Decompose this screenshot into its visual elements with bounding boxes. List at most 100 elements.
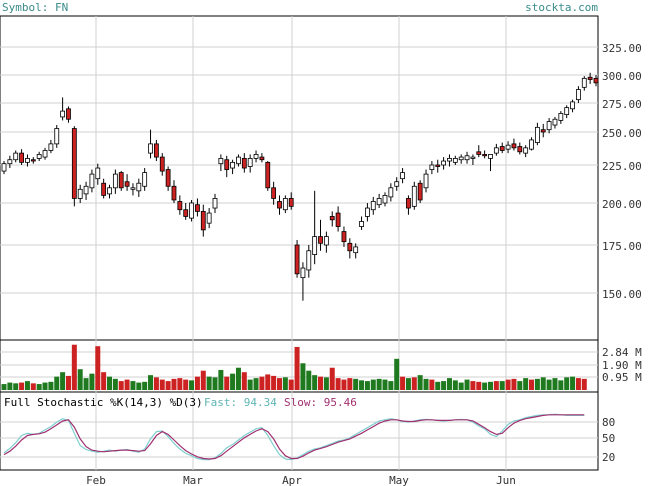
candle-body <box>523 147 529 154</box>
volume-bar <box>394 358 400 390</box>
candle-body <box>265 161 271 189</box>
volume-bar <box>318 376 324 390</box>
candle <box>493 143 499 156</box>
candle <box>376 193 382 209</box>
candle <box>66 106 71 123</box>
candle-body <box>136 182 142 192</box>
candle-body <box>13 152 19 161</box>
price-tick-250: 250.00 <box>602 127 642 140</box>
volume-bar <box>136 382 142 390</box>
volume-bar <box>107 376 113 390</box>
candle <box>277 195 282 215</box>
volume-bar <box>546 379 552 390</box>
volume-bar <box>230 373 236 390</box>
candle-body <box>288 198 294 207</box>
candle <box>382 192 388 207</box>
candle-body <box>200 210 206 231</box>
candle-body <box>247 157 253 167</box>
candle <box>1 161 7 175</box>
candle-body <box>365 207 370 217</box>
stoch-fast-label: Fast: 94.34 <box>204 396 277 409</box>
volume-bar <box>435 381 441 390</box>
candle <box>288 192 294 210</box>
volume-bar <box>218 369 224 390</box>
candle <box>323 231 329 253</box>
candle <box>435 159 441 173</box>
volume-bar <box>529 379 535 390</box>
volume-tick-high: 2.84 M <box>602 346 642 359</box>
candle-body <box>458 156 464 161</box>
volume-bar <box>13 383 19 390</box>
candle-body <box>552 118 558 126</box>
volume-bar <box>458 382 464 390</box>
candle <box>587 72 593 84</box>
candle <box>271 181 277 205</box>
candle <box>365 203 370 222</box>
candle <box>153 139 159 162</box>
volume-bar <box>411 377 417 390</box>
candle <box>136 178 142 197</box>
candle-body <box>30 159 36 162</box>
candle <box>241 153 247 173</box>
candle <box>19 149 24 165</box>
candle-body <box>464 155 470 161</box>
price-tick-200: 200.00 <box>602 198 642 211</box>
candle <box>441 157 447 170</box>
stoch-tick-80: 80 <box>602 416 615 429</box>
volume-bar <box>148 375 154 390</box>
candle-body <box>429 164 435 170</box>
candle <box>347 238 353 259</box>
volume-bar <box>259 376 265 390</box>
volume-bar <box>517 381 523 390</box>
candle-body <box>271 187 277 199</box>
stoch-tick-50: 50 <box>602 432 615 445</box>
candle <box>107 184 112 199</box>
candle <box>517 142 523 155</box>
volume-bar <box>118 381 124 390</box>
candle-body <box>482 154 488 157</box>
candle <box>552 116 558 129</box>
volume-bar <box>382 379 388 390</box>
candle-body <box>66 108 71 120</box>
candle <box>236 154 241 167</box>
candle-body <box>564 107 570 115</box>
candle-body <box>400 172 405 180</box>
volume-bar <box>499 381 505 390</box>
candle <box>294 239 300 278</box>
candle <box>130 183 136 196</box>
volume-bar <box>189 380 195 390</box>
candle-body <box>183 209 189 217</box>
volume-bar <box>194 376 200 390</box>
volume-bar <box>441 381 447 390</box>
candle-body <box>7 159 13 165</box>
volume-bar <box>54 376 60 390</box>
candle-body <box>323 236 329 246</box>
volume-bar <box>183 379 189 390</box>
volume-bar <box>464 379 470 390</box>
candle-body <box>142 172 148 187</box>
candle-body <box>435 164 441 167</box>
candle-body <box>294 244 300 275</box>
volume-bar <box>359 380 365 390</box>
candle-body <box>48 143 54 151</box>
candle <box>230 159 235 175</box>
candle <box>195 198 200 217</box>
price-tick-325: 325.00 <box>602 42 642 55</box>
candle <box>218 154 224 172</box>
candle-body <box>376 198 382 206</box>
candle-body <box>306 250 312 271</box>
volume-bar <box>552 378 558 390</box>
month-label-may: May <box>389 474 409 486</box>
volume-bar <box>7 382 13 390</box>
volume-tick-mid: 1.90 M <box>602 359 642 372</box>
volume-bar <box>370 379 376 390</box>
candle-body <box>253 154 259 159</box>
candle <box>42 147 48 160</box>
volume-bar <box>300 363 306 390</box>
volume-bar <box>165 381 171 390</box>
volume-bar <box>24 381 30 390</box>
candle-body <box>77 188 83 199</box>
stoch-slow-line <box>3 414 585 460</box>
price-tick-150: 150.00 <box>602 288 642 301</box>
candle <box>118 171 124 191</box>
